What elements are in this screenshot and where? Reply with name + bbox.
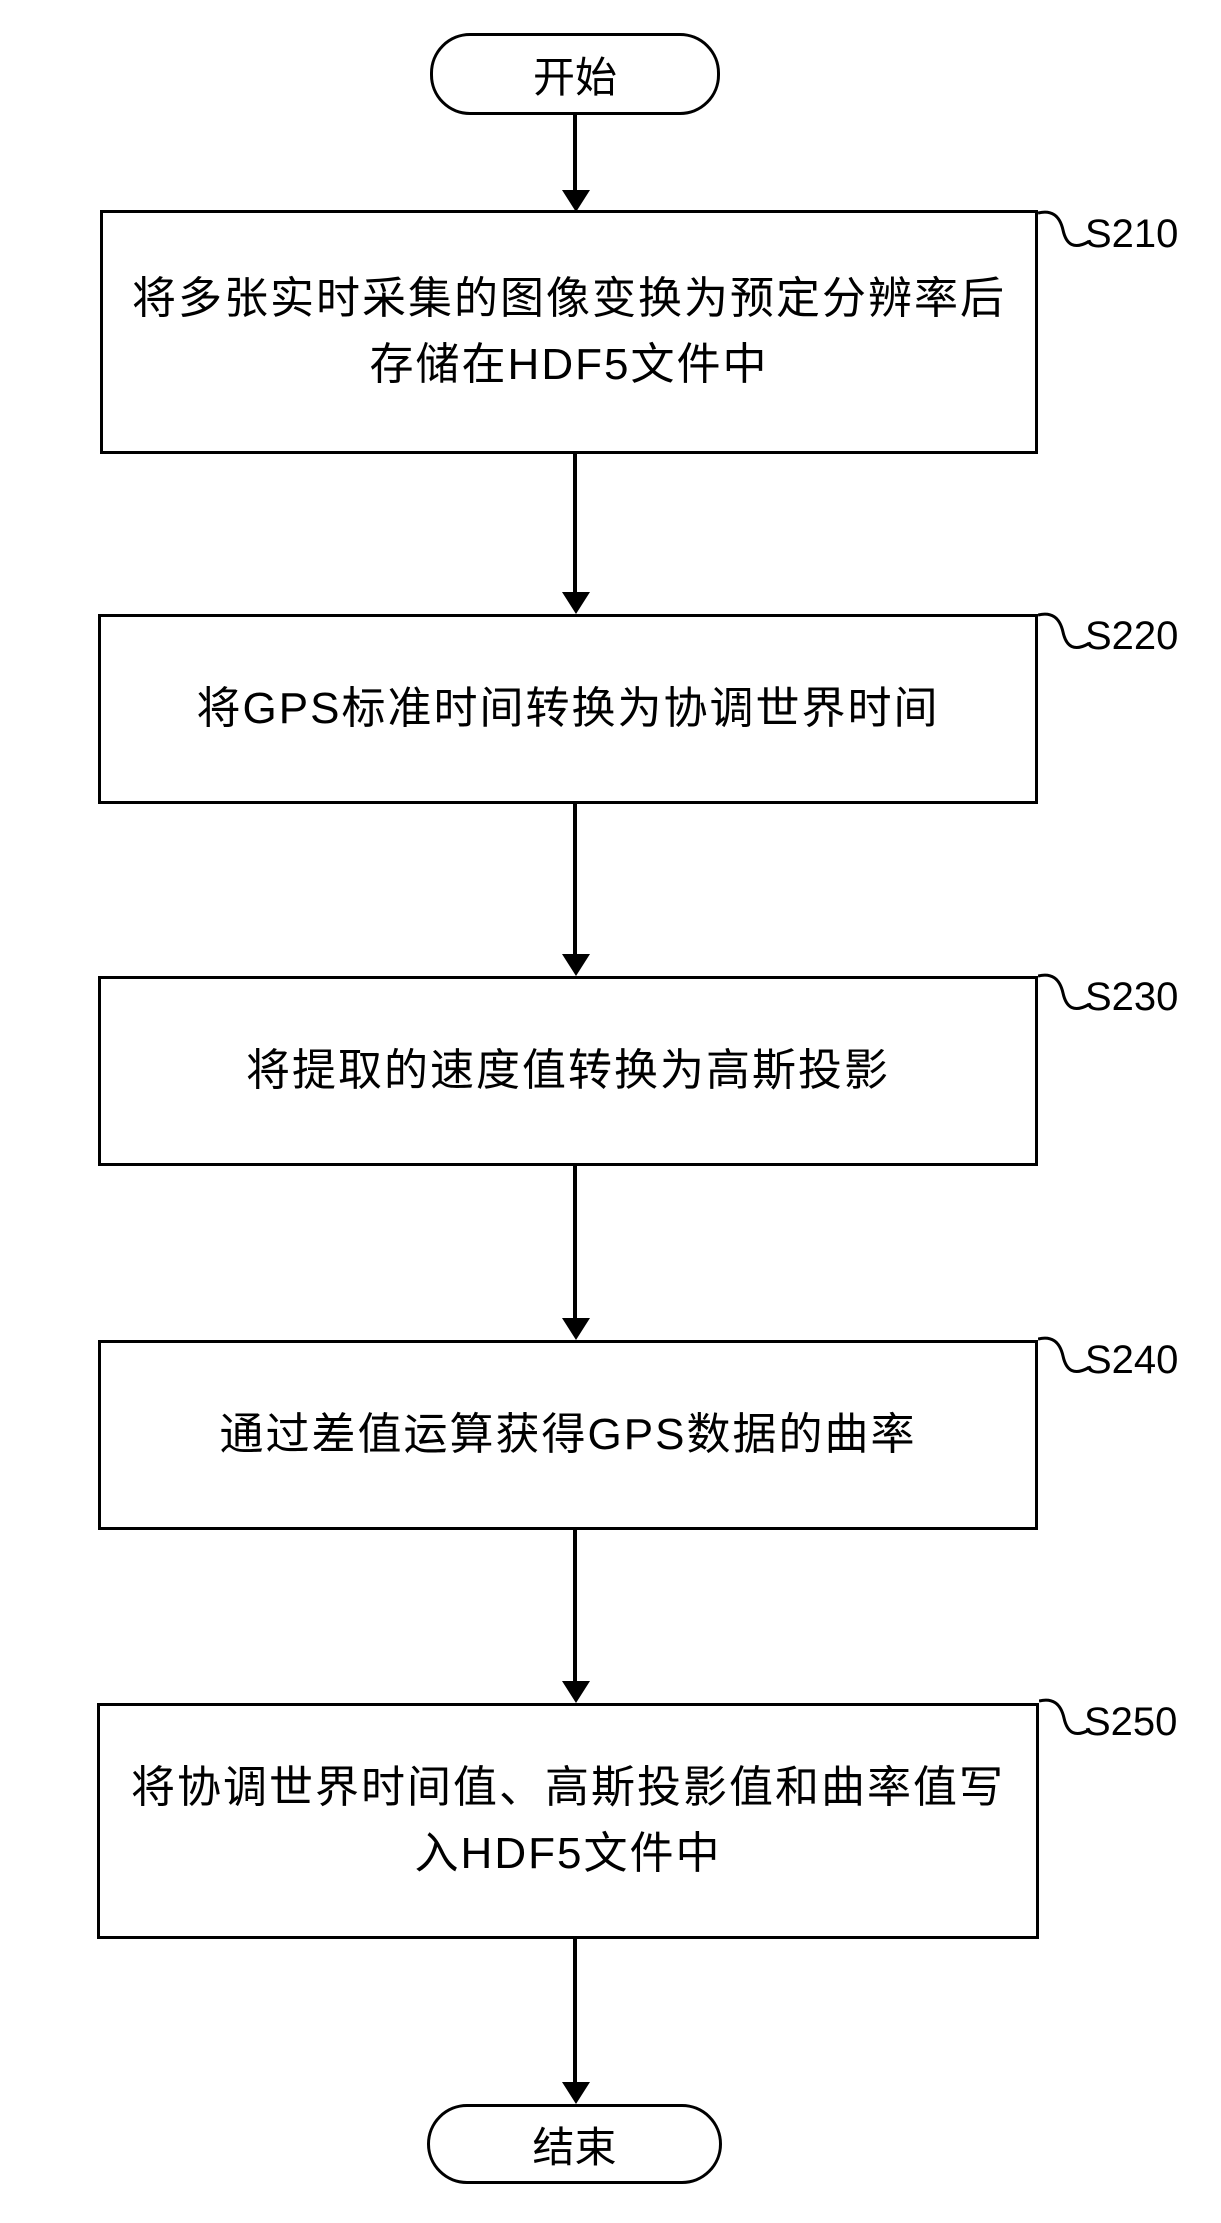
process-s230-text: 将提取的速度值转换为高斯投影	[246, 1038, 890, 1104]
arrowhead-s240-s250	[562, 1681, 590, 1703]
arrow-start-s210	[573, 115, 577, 192]
process-s230: 将提取的速度值转换为高斯投影	[98, 976, 1038, 1166]
arrowhead-s250-end	[562, 2082, 590, 2104]
process-s250-text: 将协调世界时间值、高斯投影值和曲率值写入HDF5文件中	[120, 1755, 1016, 1887]
arrow-s240-s250	[573, 1530, 577, 1683]
end-node: 结束	[427, 2104, 722, 2184]
process-s240: 通过差值运算获得GPS数据的曲率	[98, 1340, 1038, 1530]
arrow-s220-s230	[573, 804, 577, 956]
process-s210-text: 将多张实时采集的图像变换为预定分辨率后存储在HDF5文件中	[123, 266, 1015, 398]
start-node: 开始	[430, 33, 720, 115]
arrow-s250-end	[573, 1939, 577, 2084]
arrow-s210-s220	[573, 454, 577, 594]
label-s210: S210	[1085, 212, 1178, 257]
arrowhead-s230-s240	[562, 1318, 590, 1340]
process-s220: 将GPS标准时间转换为协调世界时间	[98, 614, 1038, 804]
label-s230: S230	[1085, 975, 1178, 1020]
arrowhead-s220-s230	[562, 954, 590, 976]
arrow-s230-s240	[573, 1166, 577, 1320]
process-s210: 将多张实时采集的图像变换为预定分辨率后存储在HDF5文件中	[100, 210, 1038, 454]
process-s220-text: 将GPS标准时间转换为协调世界时间	[197, 676, 940, 742]
label-s220: S220	[1085, 614, 1178, 659]
flowchart-container: 开始 将多张实时采集的图像变换为预定分辨率后存储在HDF5文件中 S210 将G…	[0, 0, 1221, 2223]
end-label: 结束	[532, 2114, 616, 2175]
process-s250: 将协调世界时间值、高斯投影值和曲率值写入HDF5文件中	[97, 1703, 1039, 1939]
label-s250: S250	[1084, 1700, 1177, 1745]
arrowhead-s210-s220	[562, 592, 590, 614]
arrowhead-start-s210	[562, 190, 590, 212]
label-s240: S240	[1085, 1338, 1178, 1383]
start-label: 开始	[533, 44, 617, 105]
process-s240-text: 通过差值运算获得GPS数据的曲率	[220, 1402, 917, 1468]
